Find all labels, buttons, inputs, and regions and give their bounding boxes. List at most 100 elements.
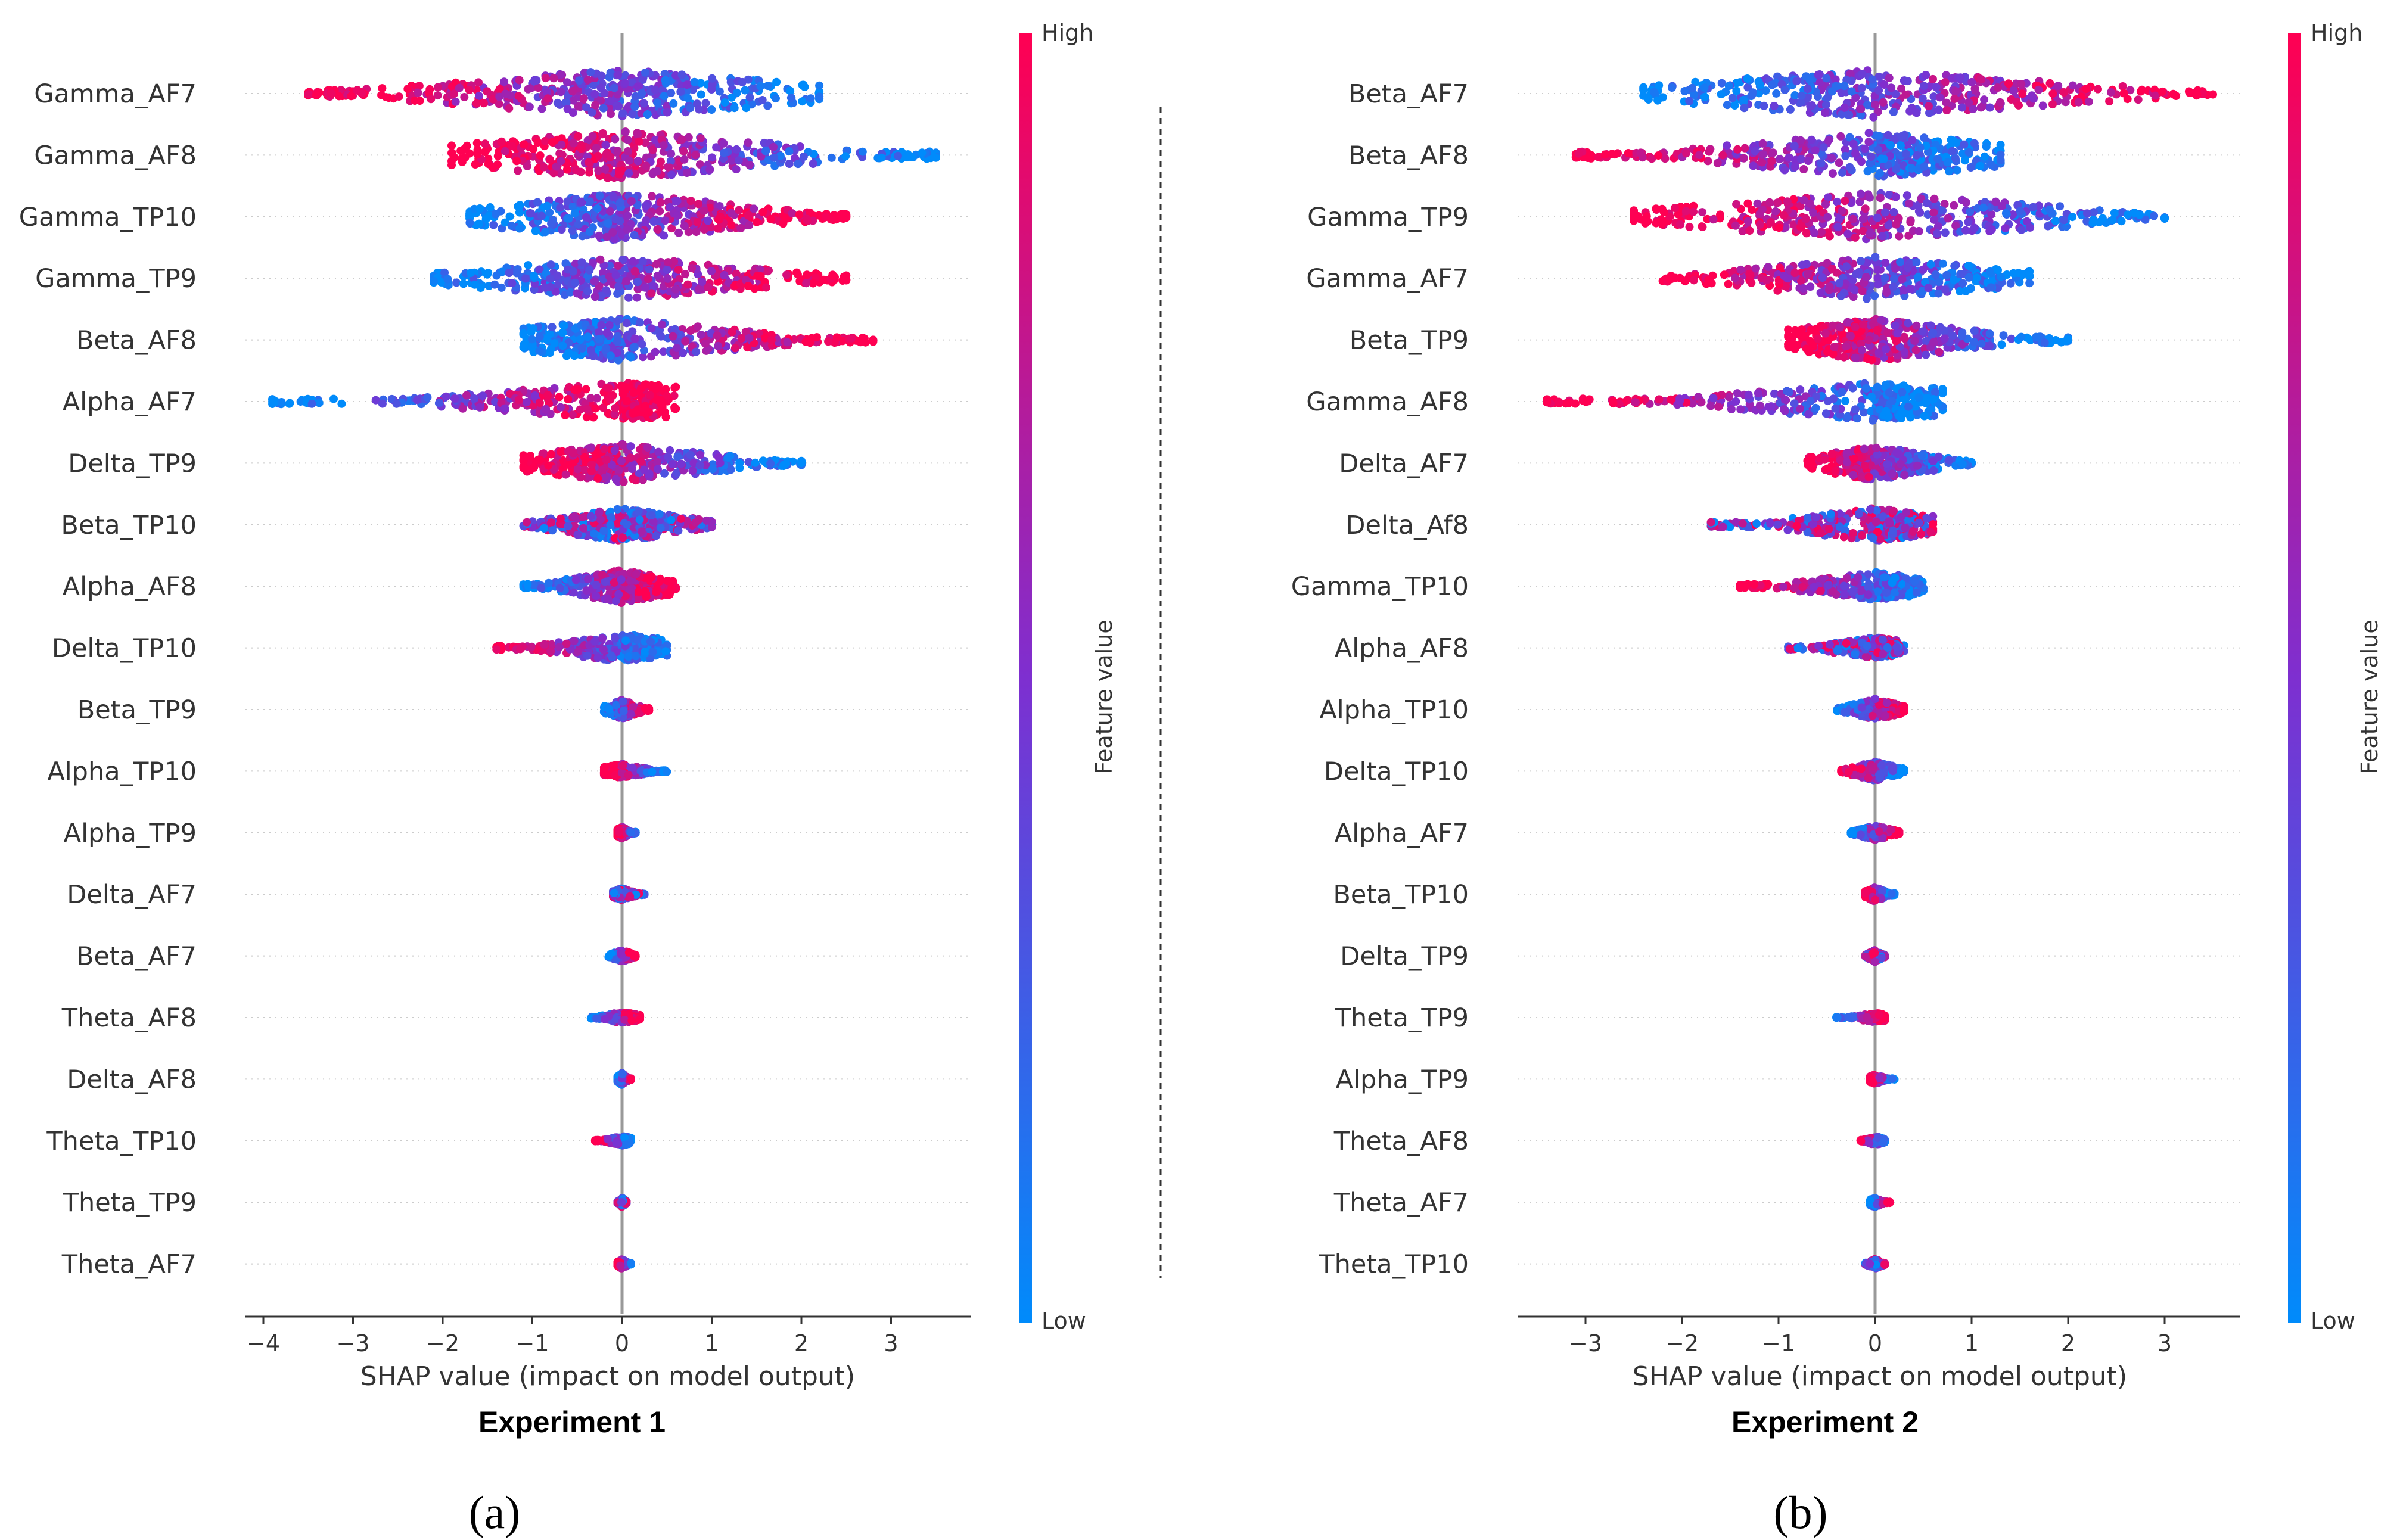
shap-point-gamma_af8 — [877, 153, 886, 162]
shap-point-gamma_af7 — [638, 89, 646, 98]
shap-point-gamma_af8 — [785, 160, 794, 168]
shap-point-gamma_tp10 — [680, 222, 689, 231]
shap-point-gamma_af8 — [465, 149, 474, 158]
shap-point-gamma_tp9 — [569, 267, 578, 276]
shap-point-beta_tp10 — [579, 524, 587, 533]
shap-point-gamma_tp10 — [713, 224, 722, 233]
shap-point-gamma_tp9 — [624, 293, 633, 302]
shap-point-theta_af8 — [601, 1015, 609, 1023]
shap-point-gamma_af7 — [786, 94, 795, 102]
shap-point-gamma_af7 — [335, 92, 343, 101]
shap-point-gamma_tp9 — [590, 293, 599, 301]
shap-point-gamma_af7 — [562, 78, 571, 87]
shap-point-beta_af8 — [730, 344, 739, 353]
shap-point-gamma_tp10 — [564, 214, 573, 223]
shap-point-gamma_tp9 — [530, 285, 539, 294]
shap-point-gamma_af8 — [533, 138, 542, 147]
shap-point-gamma_af8 — [695, 160, 704, 169]
shap-point-gamma_af8 — [719, 139, 728, 148]
shap-point-alpha_af7 — [475, 403, 484, 412]
shap-point-gamma_af7 — [586, 68, 595, 77]
shap-point-delta_tp9 — [654, 447, 663, 456]
shap-point-gamma_af8 — [520, 140, 529, 149]
shap-point-gamma_tp9 — [681, 270, 690, 279]
shap-point-gamma_tp10 — [543, 201, 552, 210]
shap-point-alpha_af8 — [537, 584, 546, 592]
shap-point-gamma_af7 — [742, 104, 751, 113]
shap-point-theta_af8 — [592, 1014, 601, 1023]
shap-point-delta_tp9 — [580, 453, 589, 462]
shap-point-beta_af8 — [737, 334, 746, 343]
shap-point-gamma_af8 — [696, 134, 705, 143]
shap-point-gamma_tp9 — [437, 278, 446, 287]
shap-point-gamma_tp9 — [508, 279, 517, 288]
shap-point-gamma_tp9 — [732, 269, 741, 278]
shap-point-alpha_af7 — [514, 396, 523, 405]
shap-point-gamma_tp9 — [663, 274, 672, 283]
shap-point-delta_tp9 — [536, 456, 545, 465]
beeswarm-dots-exp1 — [268, 67, 940, 1273]
shap-point-alpha_tp10 — [618, 761, 627, 770]
shap-point-gamma_tp9 — [652, 260, 661, 269]
shap-point-gamma_af8 — [447, 141, 456, 150]
shap-point-gamma_tp9 — [590, 277, 599, 286]
shap-point-gamma_tp9 — [809, 279, 817, 288]
shap-point-delta_tp9 — [544, 461, 553, 470]
shap-point-gamma_af7 — [643, 110, 652, 119]
shap-point-gamma_af7 — [628, 110, 637, 119]
shap-point-gamma_af7 — [500, 77, 509, 86]
shap-point-gamma_tp9 — [546, 260, 555, 269]
shap-point-beta_tp10 — [556, 514, 565, 523]
shap-point-gamma_af8 — [841, 152, 850, 161]
shap-point-alpha_af7 — [470, 394, 479, 403]
shap-point-alpha_af7 — [307, 399, 316, 408]
shap-point-gamma_tp10 — [609, 193, 618, 202]
shap-point-gamma_af7 — [451, 97, 460, 106]
shap-point-gamma_tp9 — [524, 261, 533, 270]
shap-point-gamma_af7 — [541, 74, 550, 83]
shap-point-delta_tp10 — [527, 643, 536, 652]
shap-point-beta_af8 — [595, 335, 604, 344]
shap-point-beta_tp10 — [634, 507, 643, 515]
shap-point-beta_tp10 — [599, 527, 608, 536]
shap-point-alpha_af7 — [478, 391, 487, 400]
shap-point-gamma_tp9 — [443, 275, 452, 284]
shap-point-gamma_tp10 — [656, 198, 665, 207]
shap-point-beta_tp9 — [605, 705, 614, 714]
shap-point-gamma_tp10 — [605, 207, 614, 216]
shap-point-gamma_tp10 — [537, 211, 546, 220]
shap-point-gamma_tp10 — [630, 231, 639, 239]
shap-point-gamma_af7 — [690, 77, 699, 86]
shap-point-alpha_af7 — [586, 394, 595, 403]
shap-point-gamma_af8 — [500, 147, 509, 155]
shap-point-alpha_tp9 — [615, 827, 624, 836]
shap-point-gamma_af8 — [549, 169, 558, 178]
shap-point-gamma_af7 — [472, 99, 481, 108]
shap-point-alpha_tp10 — [628, 763, 637, 772]
shap-point-gamma_tp10 — [602, 232, 611, 241]
shap-point-alpha_af7 — [630, 407, 639, 416]
shap-point-gamma_tp10 — [654, 225, 662, 234]
shap-point-alpha_af7 — [618, 390, 627, 399]
shap-point-beta_af8 — [672, 344, 681, 353]
shap-point-gamma_tp9 — [695, 285, 704, 294]
shap-point-gamma_af8 — [744, 138, 753, 147]
shap-point-gamma_af7 — [549, 74, 558, 83]
shap-point-beta_af8 — [686, 326, 695, 335]
shap-point-gamma_tp10 — [779, 219, 788, 228]
shap-point-beta_af7 — [617, 948, 626, 957]
shap-point-beta_tp10 — [523, 518, 531, 527]
shap-point-gamma_tp10 — [475, 204, 484, 213]
shap-point-gamma_af7 — [574, 102, 583, 111]
shap-point-gamma_tp10 — [610, 235, 618, 244]
shap-point-alpha_af8 — [604, 595, 613, 603]
shap-point-gamma_af7 — [663, 108, 671, 117]
shap-point-delta_tp9 — [696, 450, 704, 459]
shap-point-gamma_af7 — [474, 78, 483, 87]
shap-point-delta_tp10 — [570, 636, 579, 645]
shap-point-gamma_af7 — [543, 94, 552, 103]
shap-point-gamma_af7 — [618, 109, 627, 118]
shap-point-alpha_af8 — [652, 587, 661, 596]
shap-point-gamma_tp9 — [671, 285, 680, 294]
shap-point-gamma_tp9 — [629, 257, 638, 266]
